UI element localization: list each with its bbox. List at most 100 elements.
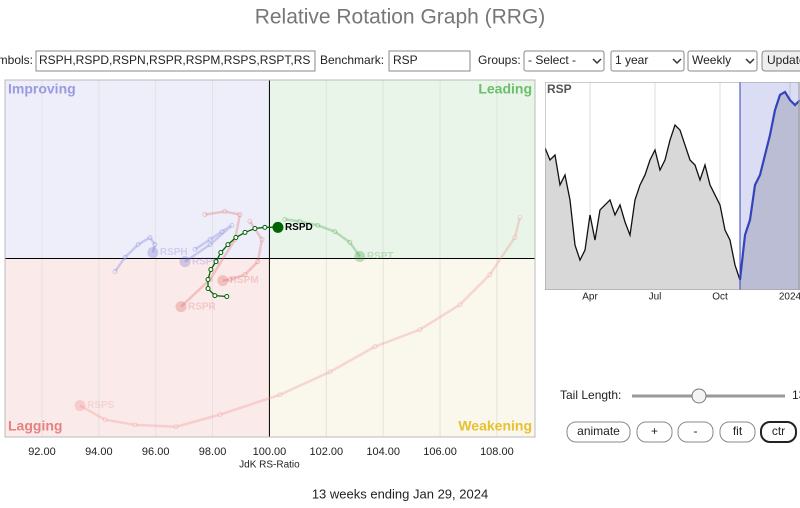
tail-point — [208, 267, 214, 273]
x-tick-label: 96.00 — [142, 446, 170, 458]
tail-point — [372, 344, 378, 350]
quadrant-label: Improving — [8, 81, 76, 97]
tail-point — [207, 237, 213, 243]
plot-border — [4, 79, 536, 438]
tail-point — [487, 272, 493, 278]
quadrant-improving — [5, 80, 270, 259]
control-button-label: animate — [577, 424, 620, 438]
tail-point — [227, 276, 233, 282]
button-row: animate + - fit ctr — [566, 421, 797, 443]
frequency-value: Weekly — [692, 53, 731, 67]
x-tick-label: 102.00 — [309, 446, 343, 458]
footer: 13 weeks ending Jan 29, 2024 — [312, 486, 488, 501]
tail-point — [252, 225, 258, 231]
series-label: RSPM — [230, 275, 259, 286]
tail-point — [218, 250, 224, 256]
quadrant-label: Lagging — [8, 418, 62, 434]
x-tick-label: Apr — [582, 292, 598, 303]
x-tick-label: 94.00 — [85, 446, 113, 458]
tail-point — [207, 242, 213, 248]
quadrant-label: Weakening — [458, 418, 532, 434]
tail-point — [259, 237, 265, 243]
tail-point — [229, 222, 235, 228]
series-label: RSPS — [87, 400, 115, 411]
tail-head[interactable] — [217, 275, 229, 287]
x-axis-label: JdK RS-Ratio — [239, 460, 300, 471]
tail-point — [332, 229, 338, 235]
tail-point — [233, 235, 239, 241]
tail-point — [225, 242, 231, 248]
groups-label: Groups: — [478, 53, 521, 67]
x-tick-label: 104.00 — [366, 446, 400, 458]
x-tick-label: 98.00 — [199, 446, 227, 458]
tail-point — [512, 235, 518, 241]
tail-point — [147, 235, 153, 241]
control-button[interactable] — [566, 421, 631, 443]
control-button[interactable] — [760, 421, 797, 443]
tail-point — [205, 286, 211, 292]
tail-point — [173, 424, 179, 430]
tail-point — [122, 254, 128, 260]
x-tick-label: Jul — [649, 292, 662, 303]
tail-point — [517, 214, 523, 220]
groups-value: - Select - — [528, 53, 576, 67]
tail-head[interactable] — [179, 256, 191, 268]
tail-point — [247, 218, 253, 224]
tail-point — [417, 327, 423, 333]
tail-line — [284, 218, 361, 258]
quadrant-leading — [269, 80, 535, 259]
quadrant-weakening — [269, 258, 535, 437]
panel-title: RSP — [547, 82, 572, 96]
tail-head[interactable] — [74, 400, 86, 412]
tail-head[interactable] — [175, 301, 187, 313]
tail-point — [242, 229, 248, 235]
tail-slider-knob[interactable] — [691, 388, 707, 404]
tail-point — [224, 293, 230, 299]
tail-head[interactable] — [272, 221, 284, 233]
area-fill — [545, 91, 800, 290]
groups-select[interactable] — [523, 50, 605, 72]
tail-point — [282, 216, 288, 222]
tail-point — [202, 212, 208, 218]
x-tick-label: 100.00 — [253, 446, 287, 458]
frequency-select[interactable] — [687, 50, 758, 72]
symbols-input[interactable] — [35, 50, 316, 72]
series-label: RSPH — [160, 247, 188, 258]
control-button[interactable] — [636, 421, 673, 443]
update-label: Update — [767, 53, 800, 67]
panel-border — [545, 82, 800, 290]
tail-line — [222, 220, 264, 282]
control-button[interactable] — [677, 421, 714, 443]
tail-point — [217, 412, 223, 418]
tail-point — [262, 224, 268, 230]
x-tick-label: 92.00 — [28, 446, 56, 458]
price-line — [545, 123, 741, 281]
period-select[interactable] — [610, 50, 685, 72]
tail-point — [205, 276, 211, 282]
tail-value: 13 — [792, 388, 800, 402]
tail-point — [255, 259, 261, 265]
tail-point — [237, 212, 243, 218]
tail-head[interactable] — [147, 247, 159, 259]
tail-head[interactable] — [354, 251, 366, 263]
tail-point — [135, 242, 141, 248]
tail-point — [297, 218, 303, 224]
tail-point — [222, 208, 228, 214]
series-label: RSPR — [188, 301, 217, 312]
x-tick-label: Oct — [712, 292, 728, 303]
benchmark-input[interactable] — [388, 50, 471, 72]
x-tick-label: 108.00 — [480, 446, 514, 458]
control-button-label: ctr — [772, 424, 785, 438]
period-value: 1 year — [615, 53, 648, 67]
control-button[interactable] — [719, 421, 756, 443]
series-label: RSPT — [367, 251, 394, 262]
tail-point — [213, 259, 219, 265]
tail-point — [192, 246, 198, 252]
update-button[interactable] — [761, 50, 800, 72]
quadrant-lagging — [5, 258, 270, 437]
tail-point — [219, 229, 225, 235]
window-shade — [740, 82, 800, 290]
symbols-label: Symbols: — [0, 53, 33, 67]
tail-line — [79, 217, 522, 429]
